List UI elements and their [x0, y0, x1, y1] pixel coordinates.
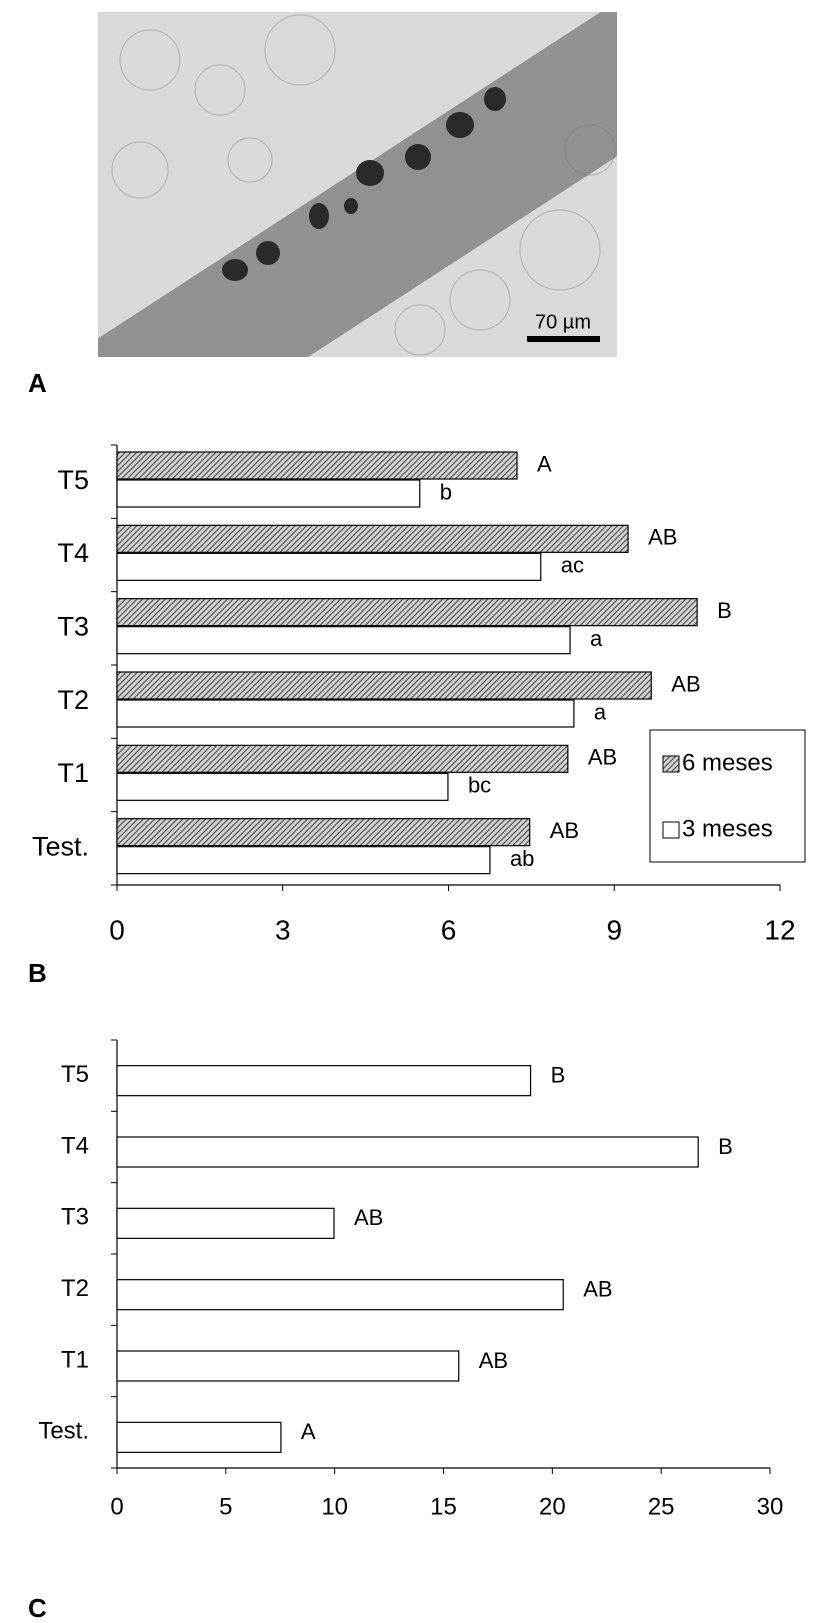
bar: [117, 452, 517, 479]
bar: [117, 1137, 698, 1167]
bar-annotation: b: [440, 479, 452, 504]
bar-annotation: AB: [479, 1348, 508, 1373]
scale-bar-label: 70 µm: [535, 311, 591, 333]
legend-swatch: [663, 756, 679, 772]
legend-swatch: [663, 822, 679, 838]
y-tick-label: Test.: [38, 1418, 89, 1445]
y-tick-label: T4: [61, 1132, 89, 1159]
x-tick-label: 3: [275, 914, 291, 945]
bar: [117, 1422, 281, 1452]
y-tick-label: T2: [57, 685, 89, 715]
y-tick-label: T5: [57, 465, 89, 495]
y-tick-label: T2: [61, 1275, 89, 1302]
bar-annotation: AB: [588, 745, 617, 770]
bar: [117, 627, 570, 654]
bar-annotation: AB: [671, 671, 700, 696]
panel-label: B: [28, 958, 47, 988]
bar-annotation: AB: [354, 1205, 383, 1230]
bar-annotation: B: [551, 1062, 566, 1087]
bar-annotation: A: [301, 1419, 316, 1444]
y-tick-label: T3: [57, 611, 89, 641]
bar: [117, 1208, 334, 1238]
bar: [117, 553, 541, 580]
bar: [117, 1066, 531, 1096]
bar-annotation: AB: [550, 818, 579, 843]
x-tick-label: 30: [757, 1493, 784, 1520]
bar-annotation: B: [717, 598, 732, 623]
x-tick-label: 5: [219, 1493, 232, 1520]
bar-annotation: bc: [468, 773, 491, 798]
bar-annotation: ac: [561, 553, 584, 578]
bar: [117, 819, 530, 846]
bar-annotation: a: [590, 626, 603, 651]
x-tick-label: 0: [109, 914, 125, 945]
bar: [117, 700, 574, 727]
x-tick-label: 25: [648, 1493, 675, 1520]
x-tick-label: 0: [110, 1493, 123, 1520]
bar: [117, 480, 420, 507]
bar-annotation: B: [718, 1134, 733, 1159]
bar-annotation: A: [537, 451, 552, 476]
x-tick-label: 9: [606, 914, 622, 945]
bar: [117, 773, 448, 800]
bar: [117, 1351, 459, 1381]
x-tick-label: 20: [539, 1493, 566, 1520]
y-tick-label: T4: [57, 538, 89, 568]
y-tick-label: T1: [61, 1346, 89, 1373]
bar: [117, 847, 490, 874]
panel-label: A: [28, 368, 47, 398]
bar: [117, 672, 651, 699]
y-tick-label: Test.: [32, 831, 89, 861]
bar: [117, 745, 568, 772]
micrograph: 70 µm: [89, 0, 730, 453]
x-tick-label: 10: [321, 1493, 348, 1520]
panel-label: C: [28, 1593, 47, 1623]
bar: [117, 599, 697, 626]
x-tick-label: 12: [764, 914, 795, 945]
y-tick-label: T1: [57, 758, 89, 788]
bar-annotation: a: [594, 699, 607, 724]
bar: [117, 525, 628, 552]
bar-annotation: AB: [583, 1276, 612, 1301]
figure: 70 µm A B C 036912Test.ABabT1ABbcT2ABaT3…: [0, 0, 835, 1623]
y-tick-label: T3: [61, 1204, 89, 1231]
bar-annotation: ab: [510, 846, 534, 871]
x-tick-label: 15: [430, 1493, 457, 1520]
x-tick-label: 6: [441, 914, 457, 945]
y-tick-label: T5: [61, 1061, 89, 1088]
legend-label: 6 meses: [682, 749, 773, 776]
legend-label: 3 meses: [682, 815, 773, 842]
bar-annotation: AB: [648, 525, 677, 550]
bar: [117, 1280, 563, 1310]
